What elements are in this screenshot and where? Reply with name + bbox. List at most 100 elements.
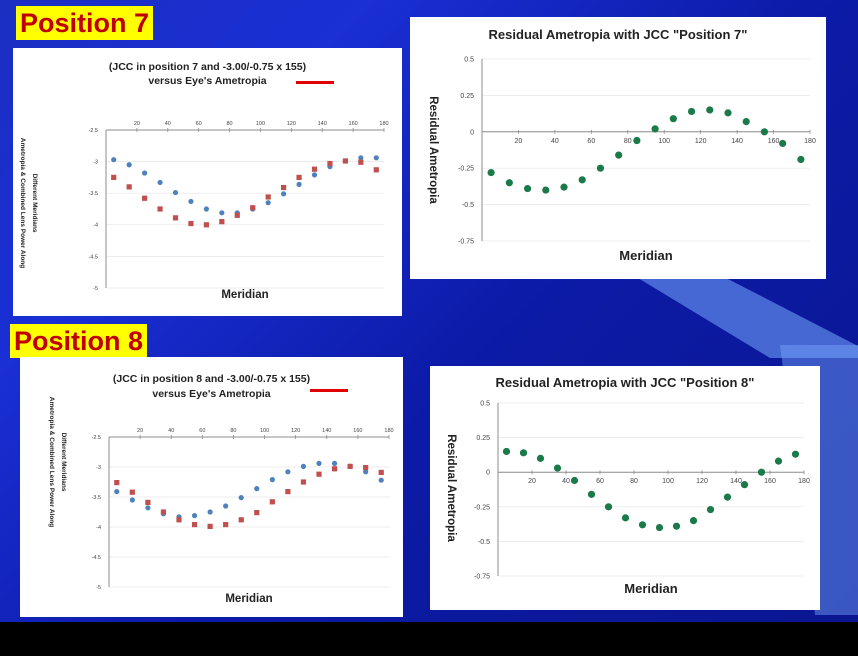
p8_resid-x-tick-label-3: 80 [630, 478, 638, 485]
p8_power-x-tick-label-7: 160 [353, 428, 362, 434]
p7_power-combined-point-12 [296, 174, 302, 180]
p7_power-x-tick-label-2: 60 [196, 121, 202, 127]
p8_power-x-tick-label-6: 140 [322, 428, 331, 434]
p8-residual-title: Residual Ametropia with JCC "Position 8" [495, 375, 755, 390]
p7_resid-y-tick-label-2: 0 [470, 129, 474, 136]
p8_resid-y-axis-label: Residual Ametropia [445, 434, 457, 542]
p8_resid-residual-point-14 [740, 481, 749, 489]
p7_resid-x-tick-label-3: 80 [624, 138, 632, 145]
p8_power-eye-point-9 [254, 486, 260, 492]
p7_resid-residual-point-12 [706, 106, 714, 114]
p8_resid-residual-point-5 [587, 490, 596, 498]
p8_resid-x-tick-label-1: 40 [562, 478, 570, 485]
p8_resid-x-tick-label-7: 160 [764, 478, 776, 485]
p7_resid-residual-point-14 [742, 118, 750, 126]
p8_power-y-tick-label-2: -3.5 [92, 495, 101, 501]
p8_resid-y-tick-label-5: -0.75 [474, 573, 490, 580]
p8-power-title-2: versus Eye's Ametropia [152, 388, 271, 400]
p7_resid-x-tick-label-5: 120 [695, 138, 707, 145]
p7_power-y-tick-label-1: -3 [93, 160, 98, 166]
p7_resid-x-tick-label-0: 20 [515, 138, 523, 145]
p7_power-eye-point-5 [188, 198, 194, 205]
p8-highlight-underline [310, 389, 348, 392]
p8_power-combined-point-17 [378, 469, 384, 475]
p8_power-combined-point-1 [129, 489, 135, 495]
p7_power-y-tick-label-3: -4 [93, 223, 98, 229]
p8_power-eye-point-2 [145, 505, 151, 511]
p7_resid-residual-point-9 [651, 125, 659, 133]
p8_power-eye-point-7 [223, 503, 229, 509]
p7_resid-y-tick-label-5: -0.75 [458, 238, 474, 245]
p8_resid-y-tick-label-4: -0.5 [478, 539, 490, 546]
p8_resid-x-tick-label-2: 60 [596, 478, 604, 485]
p7_power-eye-point-0 [111, 157, 117, 163]
p7_resid-y-tick-label-4: -0.5 [462, 202, 474, 209]
p7-power-title-2: versus Eye's Ametropia [148, 75, 267, 87]
p8_resid-x-tick-label-5: 120 [696, 478, 708, 485]
p7_resid-residual-point-13 [724, 109, 732, 117]
p7-residual-plot: 20 40 60 80 100 120 140 160 180 0.5 0.25 0 -0.25 -0.5… [427, 56, 816, 263]
p7_power-combined-point-13 [311, 166, 318, 172]
p7_power-x-tick-label-8: 180 [379, 121, 388, 127]
p8_power-eye-point-12 [300, 463, 307, 469]
p7_power-y-tick-label-2: -3.5 [89, 191, 98, 197]
p8_resid-residual-point-10 [672, 522, 681, 530]
p7_resid-residual-point-15 [760, 128, 769, 136]
p8-residual-plot: 20 40 60 80 100 120 140 160 180 0.5 0.25 0 -0.25 -0.5… [445, 400, 810, 596]
p7_resid-residual-point-5 [578, 176, 586, 184]
p7_resid-x-tick-label-1: 40 [551, 138, 559, 145]
p8_resid-residual-point-8 [638, 521, 647, 529]
p8_resid-residual-point-1 [519, 449, 528, 457]
p8_resid-x-tick-label-8: 180 [798, 478, 810, 485]
p8_power-combined-point-2 [145, 499, 151, 505]
p7_power-combined-point-5 [188, 220, 194, 227]
p8_power-combined-point-14 [331, 466, 338, 472]
p7_resid-residual-point-17 [797, 155, 805, 164]
p8_power-y-tick-label-3: -4 [96, 525, 101, 531]
p8_power-combined-point-4 [176, 517, 182, 523]
p7_power-combined-point-16 [358, 159, 364, 165]
p8_resid-y-tick-label-3: -0.25 [474, 504, 490, 511]
p8_power-combined-point-13 [316, 471, 322, 477]
p7_resid-x-tick-label-6: 140 [731, 138, 743, 145]
p8_power-combined-point-8 [238, 517, 244, 523]
p8_power-y-tick-label-1: -3 [96, 465, 101, 471]
p8_resid-residual-point-15 [757, 468, 766, 476]
p8_resid-residual-point-13 [723, 493, 732, 501]
p7_resid-y-tick-label-0: 0.5 [464, 56, 474, 63]
p7-power-plot: 20 40 60 80 100 120 140 160 180 -2.5 -3 -3.5 -4 -4.5 -… [19, 121, 389, 301]
p7_power-eye-point-17 [373, 155, 379, 161]
p8_power-eye-point-5 [191, 513, 198, 519]
p8_power-eye-point-8 [238, 495, 244, 501]
p7_power-eye-point-1 [126, 162, 132, 168]
p7_power-combined-point-10 [265, 194, 271, 200]
p7_resid-residual-point-16 [779, 139, 787, 148]
p8_power-x-tick-label-4: 100 [260, 428, 269, 434]
p8_resid-residual-point-9 [655, 523, 664, 532]
p7_resid-residual-point-6 [596, 164, 605, 172]
p7_resid-x-tick-label-8: 180 [804, 138, 816, 145]
p8_power-y-tick-label-0: -2.5 [92, 435, 101, 441]
p7-highlight-underline [296, 81, 334, 84]
p8_power-x-axis-label: Meridian [225, 593, 272, 605]
p7_resid-x-tick-label-2: 60 [587, 138, 595, 145]
p8_resid-residual-point-16 [774, 457, 783, 465]
p8_power-eye-point-0 [114, 489, 120, 495]
p8_power-eye-point-16 [363, 469, 369, 475]
p8_power-combined-point-3 [160, 509, 167, 515]
p8_resid-residual-point-0 [502, 447, 511, 456]
p7_power-x-tick-label-4: 100 [256, 121, 265, 127]
p8_power-x-tick-label-2: 60 [199, 428, 205, 434]
p8_resid-x-tick-label-6: 140 [730, 478, 742, 485]
p8_power-y-tick-label-5: -5 [96, 585, 101, 591]
p7_resid-residual-point-0 [487, 168, 495, 177]
p8_power-eye-point-11 [285, 469, 291, 475]
p8_power-x-tick-label-0: 20 [137, 428, 143, 434]
p7_power-combined-point-1 [126, 184, 132, 190]
p8-residual-chart-panel: Residual Ametropia with JCC "Position 8"… [430, 366, 820, 610]
p7-power-title-1: (JCC in position 7 and -3.00/-0.75 x 155… [108, 61, 307, 73]
p8_power-eye-point-6 [207, 509, 213, 515]
p7_resid-y-axis-label: Residual Ametropia [427, 96, 439, 204]
p7_resid-residual-point-8 [633, 136, 641, 145]
p7_power-eye-point-12 [296, 181, 302, 187]
